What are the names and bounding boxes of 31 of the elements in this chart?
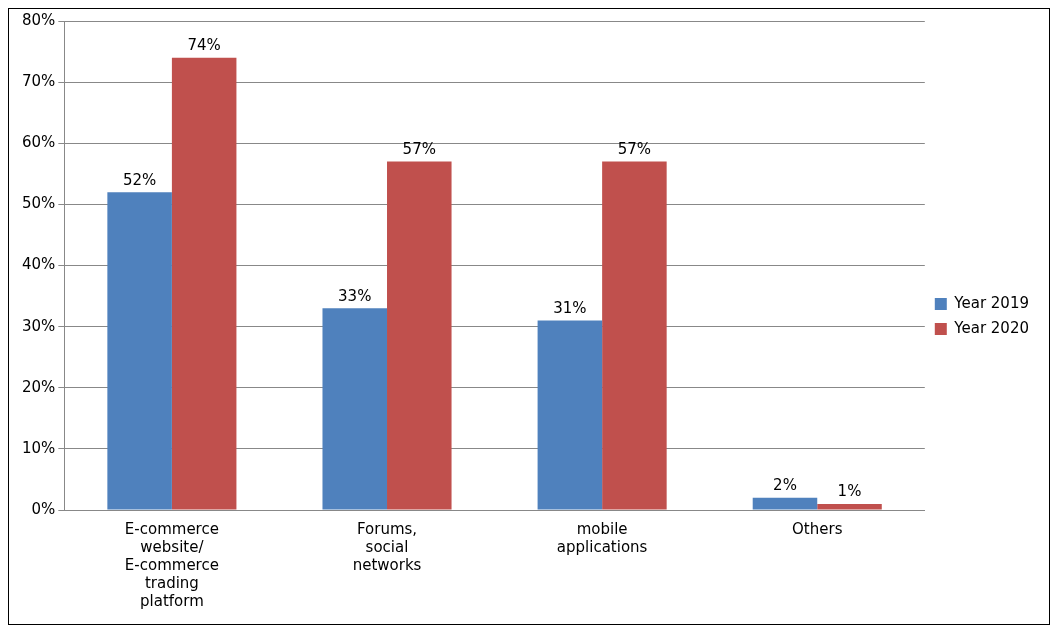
y-tick-label: 80% (22, 10, 56, 29)
data-label: 74% (187, 36, 221, 55)
data-label: 57% (402, 139, 436, 158)
bar (107, 192, 172, 510)
x-tick-label: E-commerce website/ E-commerce trading platform (124, 519, 219, 610)
x-tick-label: Others (792, 519, 843, 538)
y-tick-label: 10% (22, 438, 56, 457)
y-tick-label: 60% (22, 133, 56, 152)
y-tick-label: 30% (22, 316, 56, 335)
bar (817, 503, 882, 510)
y-tick-label: 70% (22, 72, 56, 91)
data-label: 52% (122, 170, 157, 189)
data-label: 57% (617, 139, 652, 158)
bar (752, 497, 818, 510)
legend-label: Year 2020 (953, 318, 1029, 337)
bar (171, 57, 237, 510)
y-tick-label: 0% (31, 499, 56, 518)
data-label: 33% (338, 286, 372, 305)
legend-label: Year 2019 (953, 293, 1029, 312)
data-label: 2% (773, 476, 797, 495)
y-tick-label: 40% (22, 255, 56, 274)
y-tick-label: 50% (22, 194, 56, 213)
bar (602, 161, 667, 510)
bar (537, 320, 603, 510)
bar (387, 161, 452, 510)
data-label: 1% (837, 482, 862, 501)
bar (322, 308, 388, 510)
y-tick-label: 20% (22, 377, 56, 396)
x-tick-label: mobile applications (556, 519, 648, 556)
data-label: 31% (553, 298, 587, 317)
x-tick-label: Forums, social networks (352, 519, 422, 574)
